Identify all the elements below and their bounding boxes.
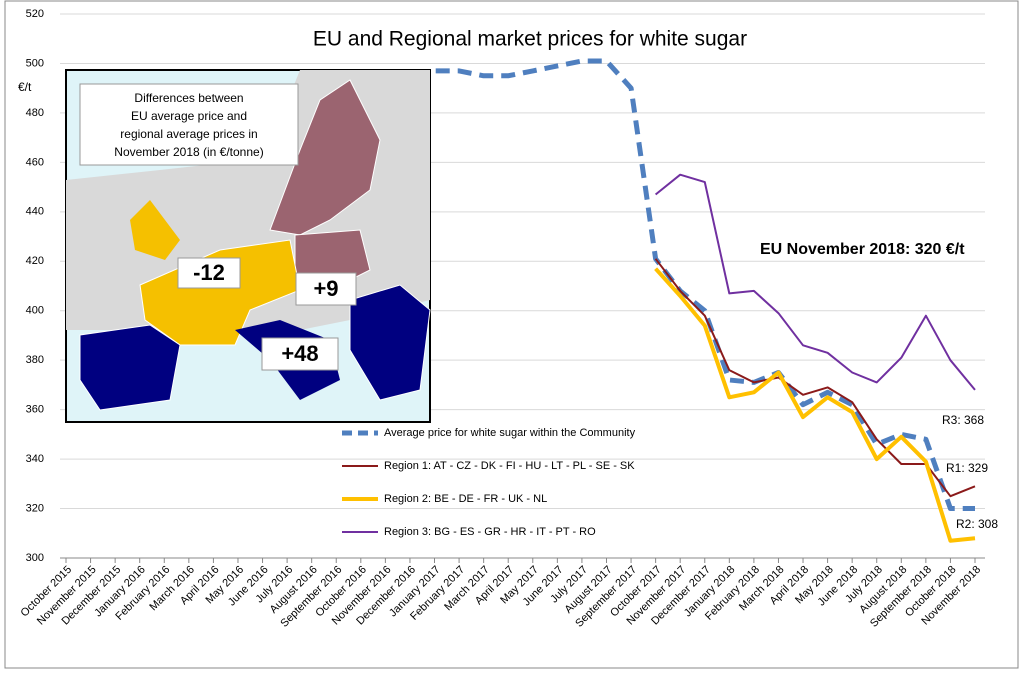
y-tick-label: 520 <box>26 8 44 20</box>
y-tick-label: 320 <box>26 502 44 514</box>
legend-label: Region 1: AT - CZ - DK - FI - HU - LT - … <box>384 460 635 472</box>
annotation: R3: 368 <box>942 413 984 427</box>
label-box <box>261 337 339 371</box>
series-line <box>654 267 976 543</box>
series-line <box>654 258 976 498</box>
y-tick-label: 340 <box>26 453 44 465</box>
region2-uk <box>130 200 180 260</box>
y-tick-label: 440 <box>26 206 44 218</box>
y-axis-label: €/t <box>18 80 32 94</box>
chart-title: EU and Regional market prices for white … <box>313 28 747 51</box>
legend-label: Region 2: BE - DE - FR - UK - NL <box>384 493 547 505</box>
legend: Average price for white sugar within the… <box>342 427 636 538</box>
y-tick-label: 460 <box>26 156 44 168</box>
caption-box <box>79 83 299 166</box>
label-box <box>295 272 357 306</box>
annotation: R1: 329 <box>946 461 988 475</box>
y-tick-label: 300 <box>26 552 44 564</box>
y-tick-label: 480 <box>26 107 44 119</box>
annotation: EU November 2018: 320 €/t <box>760 241 965 258</box>
label-box <box>177 257 241 289</box>
legend-label: Region 3: BG - ES - GR - HR - IT - PT - … <box>384 526 596 538</box>
y-tick-label: 380 <box>26 354 44 366</box>
caption-line: November 2018 (in €/tonne) <box>114 145 263 159</box>
legend-label: Average price for white sugar within the… <box>384 427 636 439</box>
y-tick-label: 400 <box>26 305 44 317</box>
y-tick-label: 420 <box>26 255 44 267</box>
map-label: +48 <box>281 341 318 366</box>
series-line <box>654 173 976 391</box>
caption-line: Differences between <box>134 91 243 105</box>
caption-line: EU average price and <box>131 109 247 123</box>
map-label: -12 <box>193 260 225 285</box>
region3-iberia <box>79 324 181 411</box>
annotation: R2: 308 <box>956 517 998 531</box>
y-tick-label: 360 <box>26 404 44 416</box>
y-tick-label: 500 <box>26 57 44 69</box>
inset-map: Differences between EU average price and… <box>65 69 431 423</box>
map-label: +9 <box>313 276 338 301</box>
region3-balkans <box>349 284 431 401</box>
caption-line: regional average prices in <box>120 127 257 141</box>
region2-west <box>139 239 301 346</box>
region1-north <box>269 79 381 236</box>
